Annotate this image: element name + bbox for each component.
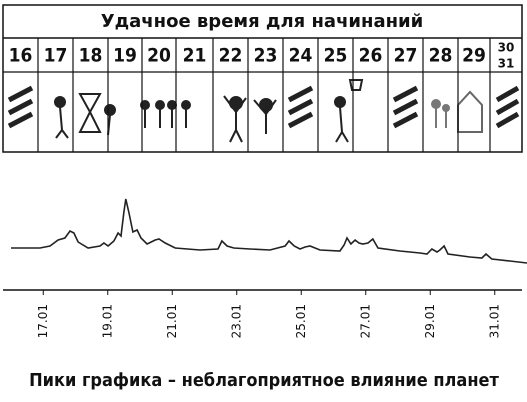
day-number: 16: [9, 45, 33, 67]
day-number: 17: [44, 45, 68, 67]
day-number: 19: [113, 45, 137, 67]
x-tick-label: 23.01: [229, 304, 243, 338]
x-tick-label: 31.01: [487, 304, 501, 338]
data-line: [11, 198, 527, 264]
chart-caption: Пики графика – неблагоприятное влияние п…: [29, 370, 499, 391]
day-number: 20: [147, 45, 171, 67]
icons: [7, 79, 520, 143]
x-tick-label: 27.01: [358, 304, 372, 338]
day-number: 25: [324, 45, 348, 67]
x-tick-label: 21.01: [165, 304, 179, 338]
figure-icons: [54, 79, 483, 143]
day-number: 24: [289, 45, 313, 67]
x-tick-label: 25.01: [294, 304, 308, 338]
day-number: 23: [254, 45, 278, 67]
day-number: 18: [79, 45, 103, 67]
hatch-icon: [7, 85, 520, 129]
day-number: 28: [429, 45, 453, 67]
day-number: 30: [498, 41, 515, 55]
x-tick-label: 19.01: [100, 304, 114, 338]
x-tick-label: 17.01: [36, 304, 50, 338]
day-number: 29: [462, 45, 486, 67]
x-tick-label: 29.01: [423, 304, 437, 338]
day-number: 22: [219, 45, 243, 67]
day-number: 31: [498, 57, 515, 71]
day-number: 27: [394, 45, 418, 67]
day-number: 26: [359, 45, 383, 67]
day-number: 21: [183, 45, 207, 67]
table-title: Удачное время для начинаний: [101, 11, 424, 32]
